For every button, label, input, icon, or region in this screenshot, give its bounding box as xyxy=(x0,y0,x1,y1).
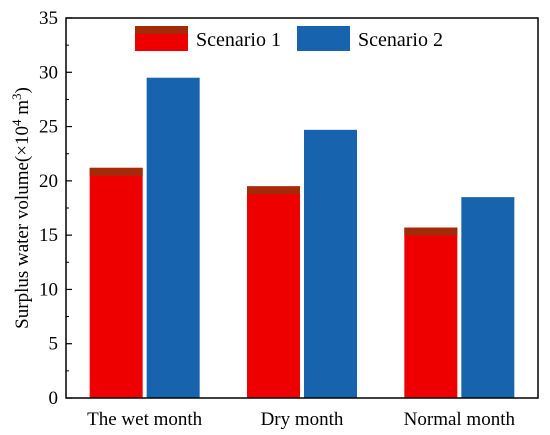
bar-cap-scenario-1-3 xyxy=(404,227,458,236)
x-tick-label: Normal month xyxy=(404,409,516,430)
legend-item-scenario-1: Scenario 1 xyxy=(135,26,281,51)
bar-scenario-1-2 xyxy=(247,186,300,398)
bar-scenario-2-3 xyxy=(461,197,515,398)
bar-scenario-2-1 xyxy=(146,77,200,398)
legend-item-scenario-2: Scenario 2 xyxy=(297,26,443,51)
bar-cap-scenario-1-1 xyxy=(89,167,143,176)
bars-layer xyxy=(89,77,515,399)
legend-label-scenario-1: Scenario 1 xyxy=(196,29,281,51)
y-axis: 0 5 10 15 20 25 30 35 xyxy=(39,8,72,409)
y-axis-title: Surplus water volume(×104 m3) xyxy=(9,87,34,329)
y-tick-label: 30 xyxy=(39,62,58,83)
x-tick-label: The wet month xyxy=(87,409,203,430)
legend-swatch-scenario-1-cap xyxy=(135,26,188,34)
x-tick-label: Dry month xyxy=(261,409,344,430)
y-tick-label: 15 xyxy=(39,225,58,246)
bar-cap-scenario-1-2 xyxy=(247,186,300,195)
y-tick-label: 0 xyxy=(49,388,59,409)
bar-scenario-1-3 xyxy=(404,227,458,398)
y-tick-label: 20 xyxy=(39,171,58,192)
legend-label-scenario-2: Scenario 2 xyxy=(358,29,443,51)
legend: Scenario 1 Scenario 2 xyxy=(135,26,443,51)
y-tick-label: 35 xyxy=(39,8,58,29)
bar-scenario-1-1 xyxy=(89,167,143,398)
y-tick-label: 25 xyxy=(39,117,58,138)
bar-scenario-2-2 xyxy=(304,129,357,399)
legend-swatch-scenario-2 xyxy=(297,26,350,51)
x-axis: The wet month Dry month Normal month xyxy=(87,409,515,430)
y-tick-label: 5 xyxy=(49,334,59,355)
y-tick-label: 10 xyxy=(39,279,58,300)
